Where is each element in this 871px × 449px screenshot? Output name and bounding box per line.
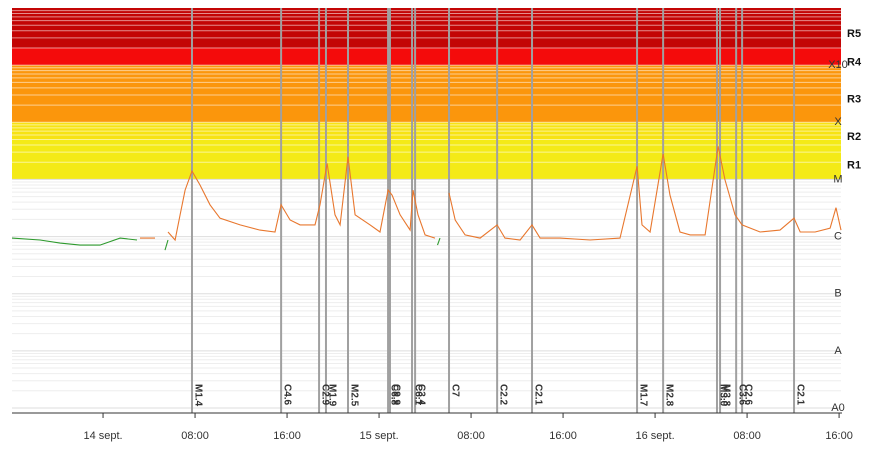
flare-label: M1.4 — [192, 384, 203, 407]
x-tick-label: 08:00 — [181, 430, 209, 442]
series-line — [140, 146, 842, 242]
flare-label: M1.7 — [637, 384, 648, 407]
y-tick-label: B — [834, 288, 841, 300]
x-tick-label: 08:00 — [733, 430, 761, 442]
flare-label: C2.1 — [794, 384, 805, 406]
flare-label: M1.9 — [326, 384, 337, 407]
flare-label: C7 — [449, 384, 460, 397]
x-tick-label: 16:00 — [549, 430, 577, 442]
flare-label: M2.8 — [663, 384, 674, 407]
series-line — [11, 237, 441, 251]
flare-label: C2.1 — [532, 384, 543, 406]
flare-label: M3.8 — [720, 384, 731, 407]
band-label: R5 — [847, 28, 861, 40]
flare-label: C2.2 — [497, 384, 508, 406]
band — [12, 139, 841, 180]
flare-label: C3.4 — [415, 384, 426, 406]
x-tick-label: 16:00 — [825, 430, 853, 442]
x-tick-label: 15 sept. — [359, 430, 398, 442]
y-tick-label: M — [833, 173, 842, 185]
band-label: R1 — [847, 159, 861, 171]
flare-label: C6.1 — [412, 384, 423, 406]
y-tick-label: C — [834, 230, 842, 242]
y-tick-label: A0 — [831, 402, 844, 414]
x-tick-label: 16:00 — [273, 430, 301, 442]
band — [12, 8, 841, 48]
y-tick-label: X — [834, 116, 842, 128]
flare-label: C3.6 — [737, 384, 748, 406]
flare-label: C6.8 — [388, 384, 399, 406]
flare-label: C2.6 — [742, 384, 753, 406]
y-tick-label: A — [834, 345, 842, 357]
band-label: R3 — [847, 94, 861, 106]
band — [12, 47, 841, 66]
flare-label: C2.9 — [319, 384, 330, 406]
band-label: R4 — [847, 56, 862, 68]
band-label: R2 — [847, 131, 861, 143]
flare-label: M2.5 — [348, 384, 359, 407]
x-tick-label: 16 sept. — [636, 430, 675, 442]
flare-label: C4.6 — [281, 384, 292, 406]
x-tick-label: 14 sept. — [83, 430, 122, 442]
flare-label: M3.0 — [717, 384, 728, 407]
band — [12, 65, 841, 123]
x-tick-label: 08:00 — [457, 430, 485, 442]
y-tick-label: X10 — [828, 59, 848, 71]
flare-label: C9.9 — [390, 384, 401, 406]
